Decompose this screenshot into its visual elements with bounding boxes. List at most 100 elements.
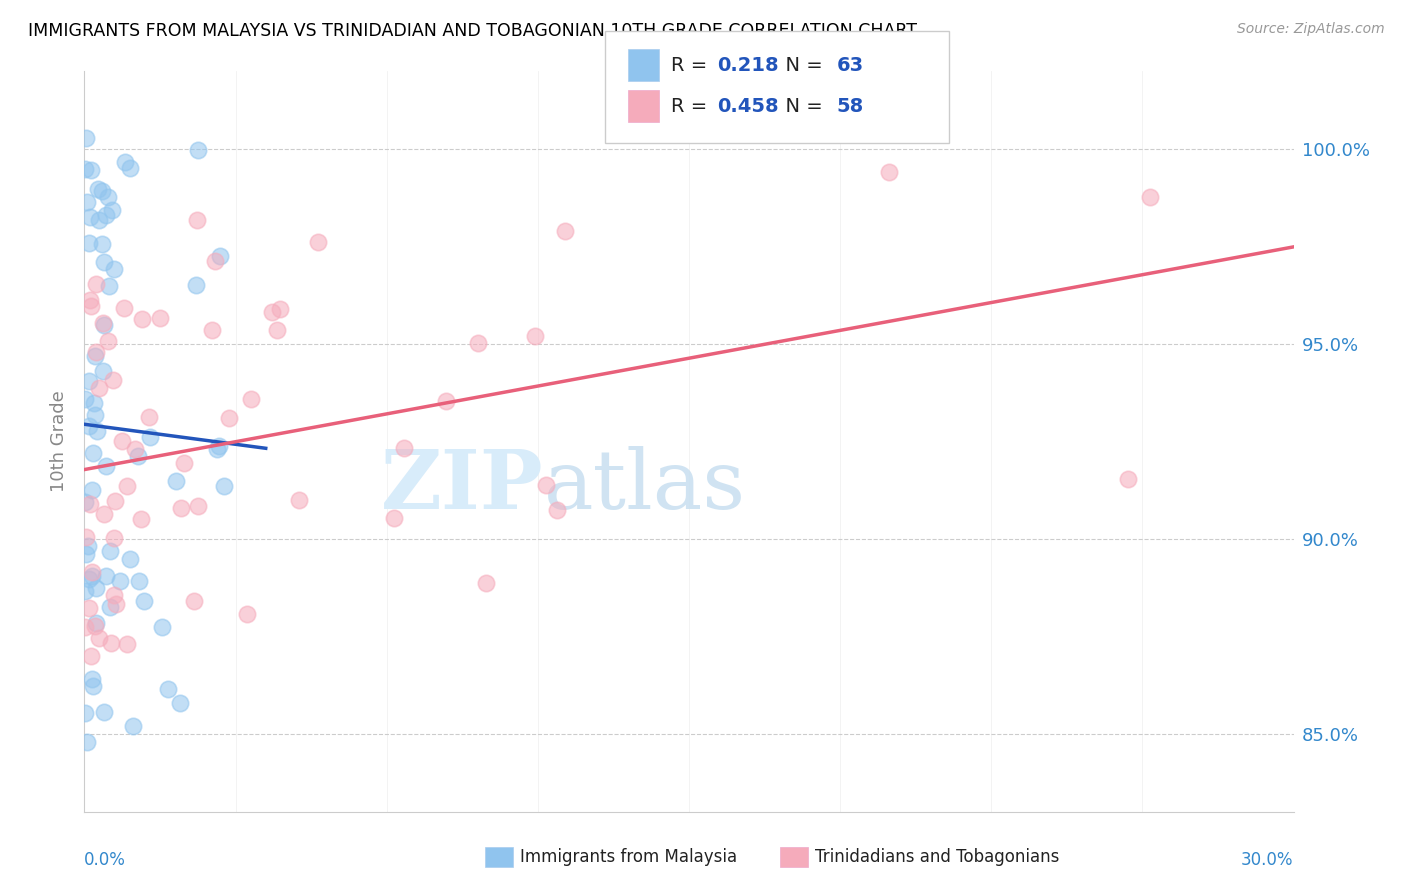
Point [84,619,107,633]
Point [101,203,124,218]
Text: atlas: atlas [544,446,747,526]
Point [131,311,153,326]
Text: Source: ZipAtlas.com: Source: ZipAtlas.com [1237,22,1385,37]
Point [100,635,122,649]
Point [75,530,97,544]
Point [382,511,405,525]
Point [96,458,118,473]
Point [877,165,900,179]
Text: Trinidadians and Tobagonians: Trinidadians and Tobagonians [815,848,1060,866]
Point [80,163,103,178]
Point [97,334,120,348]
Point [82,679,104,693]
Point [87,213,110,227]
Point [183,593,205,607]
Point [186,213,208,227]
Point [79,210,101,224]
Y-axis label: 10th Grade: 10th Grade [51,391,69,492]
Text: R =: R = [671,96,713,116]
Point [87,182,110,196]
Point [138,410,160,425]
Point [94,208,117,222]
Point [103,532,125,546]
Point [93,705,115,719]
Point [524,329,547,343]
Point [94,569,117,583]
Point [82,483,104,498]
Point [1116,472,1139,486]
Point [186,278,208,293]
Point [75,584,97,599]
Point [104,493,127,508]
Point [91,237,114,252]
Point [209,249,232,263]
Point [80,565,103,579]
Text: IMMIGRANTS FROM MALAYSIA VS TRINIDADIAN AND TOBAGONIAN 10TH GRADE CORRELATION CH: IMMIGRANTS FROM MALAYSIA VS TRINIDADIAN … [28,22,917,40]
Text: 63: 63 [837,55,863,75]
Point [218,410,240,425]
Text: N =: N = [773,96,830,116]
Point [118,161,141,176]
Point [201,323,224,337]
Point [288,493,311,508]
Point [84,345,107,359]
Point [84,408,107,422]
Point [75,706,97,721]
Point [103,588,125,602]
Point [80,672,103,686]
Point [269,302,291,317]
Point [266,323,288,337]
Point [97,190,120,204]
Point [170,501,193,516]
Point [128,574,150,588]
Point [1139,190,1161,204]
Point [111,434,134,449]
Point [115,479,138,493]
Text: R =: R = [671,55,713,75]
Point [98,543,121,558]
Point [91,317,114,331]
Point [475,576,498,591]
Point [79,419,101,434]
Point [132,593,155,607]
Point [187,500,209,514]
Text: 0.458: 0.458 [717,96,779,116]
Point [165,474,187,488]
Text: Immigrants from Malaysia: Immigrants from Malaysia [520,848,737,866]
Text: 0.0%: 0.0% [84,851,127,869]
Point [90,184,112,198]
Point [75,547,97,561]
Point [105,597,128,611]
Point [77,572,100,586]
Point [149,310,172,325]
Point [77,601,100,615]
Point [77,539,100,553]
Point [76,195,98,210]
Text: 58: 58 [837,96,863,116]
Point [157,681,180,696]
Point [169,696,191,710]
Point [121,719,143,733]
Point [554,224,576,238]
Point [93,318,115,332]
Point [84,615,107,630]
Point [434,393,457,408]
Point [83,396,105,410]
Point [101,373,124,387]
Point [75,495,97,509]
Point [76,130,98,145]
Point [114,155,136,169]
Text: 0.218: 0.218 [717,55,779,75]
Text: N =: N = [773,55,830,75]
Point [79,497,101,511]
Point [75,620,97,634]
Point [84,581,107,595]
Point [98,599,121,614]
Point [79,293,101,307]
Point [307,235,329,249]
Point [129,511,152,525]
Point [84,349,107,363]
Point [118,552,141,566]
Point [77,235,100,250]
Point [84,277,107,292]
